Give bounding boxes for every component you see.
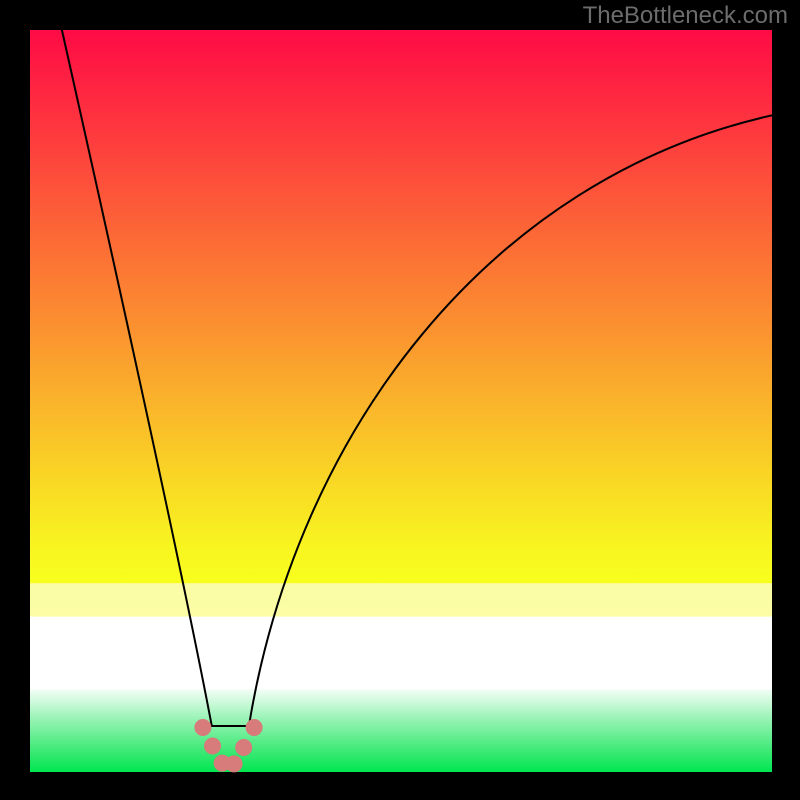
watermark-text: TheBottleneck.com [583, 2, 788, 30]
marker-dot [205, 738, 221, 754]
marker-dot [226, 756, 242, 772]
marker-dot [236, 740, 252, 756]
plot-svg [0, 0, 800, 800]
marker-dot [246, 719, 262, 735]
marker-dot [195, 719, 211, 735]
gradient-background [30, 30, 772, 772]
